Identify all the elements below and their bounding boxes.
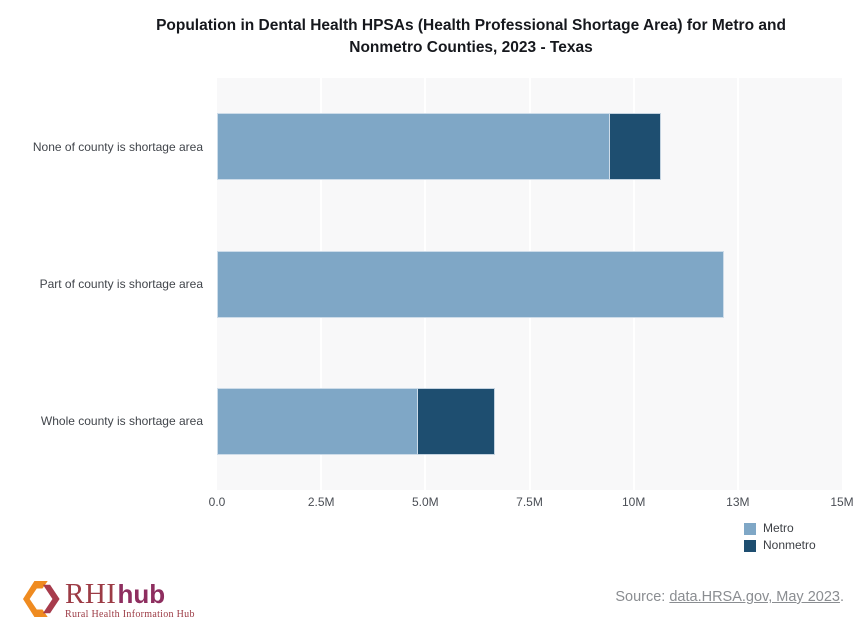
legend-label: Nonmetro [763,538,816,552]
logo-tagline: Rural Health Information Hub [65,609,195,620]
legend-swatch-metro [744,522,756,535]
bar-segment-nonmetro[interactable] [609,113,661,181]
source-citation: Source: data.HRSA.gov, May 2023. [615,589,844,605]
bar-segment-metro[interactable] [217,387,418,455]
legend-label: Metro [763,521,794,535]
category-label: Whole county is shortage area [40,414,203,429]
legend-item-nonmetro[interactable]: Nonmetro [744,539,816,552]
rhihub-hexagon-icon [23,580,60,618]
bar-row [217,250,842,318]
x-tick-label: 0.0 [208,495,226,509]
x-tick-label: 15M [830,495,854,509]
chart-title: Population in Dental Health HPSAs (Healt… [101,15,841,59]
legend: Metro Nonmetro [744,522,816,556]
category-label: Part of county is shortage area [39,277,203,291]
logo-hub-text: hub [117,579,166,609]
gridline [736,78,739,490]
category-label: None of county is shortage area [32,139,203,154]
chart-title-line1: Population in Dental Health HPSAs (Healt… [156,17,786,34]
legend-swatch-nonmetro [744,539,756,552]
x-tick-label: 10M [621,495,646,509]
x-tick-label: 5.0M [411,495,439,509]
legend-item-metro[interactable]: Metro [744,522,816,535]
source-suffix: . [839,589,844,605]
logo-rhi-text: RHI [65,578,117,610]
x-tick-label: 13M [726,495,750,509]
plot-area [217,78,842,490]
x-tick-label: 2.5M [307,495,335,509]
rhihub-logo-text: RHI hub Rural Health Information Hub [65,580,195,621]
bar-row [217,387,842,455]
bar-segment-metro[interactable] [217,113,610,181]
source-link[interactable]: data.HRSA.gov, May 2023 [669,589,840,605]
bar-row [217,113,842,181]
chart-title-line2: Nonmetro Counties, 2023 - Texas [349,39,593,56]
bar-segment-metro[interactable] [217,250,725,318]
source-prefix: Source: [615,589,670,605]
bar-segment-nonmetro[interactable] [417,387,495,455]
x-tick-label: 7.5M [516,495,543,509]
rhihub-logo[interactable]: RHI hub Rural Health Information Hub [23,580,195,620]
rhihub-wordmark: RHI hub [65,580,195,609]
